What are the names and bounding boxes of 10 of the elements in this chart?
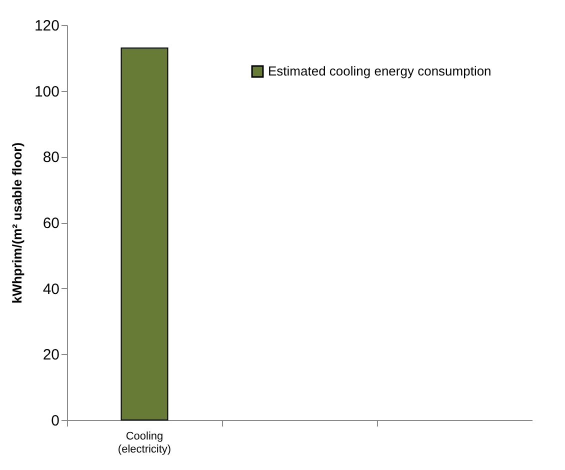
y-tick-label: 40 [42, 280, 60, 298]
y-tick-label: 20 [42, 346, 60, 364]
x-tick-label: Cooling (electricity) [118, 430, 172, 456]
y-tick-label: 100 [34, 83, 60, 100]
y-tick-label: 0 [51, 412, 60, 430]
y-axis-title: kWhprim/(m² usable floor) [9, 142, 24, 304]
y-tick-label: 60 [42, 215, 60, 232]
y-tick-label: 120 [34, 18, 60, 34]
y-tick-label: 80 [42, 149, 60, 166]
legend-label: Estimated cooling energy consumption [268, 64, 492, 78]
